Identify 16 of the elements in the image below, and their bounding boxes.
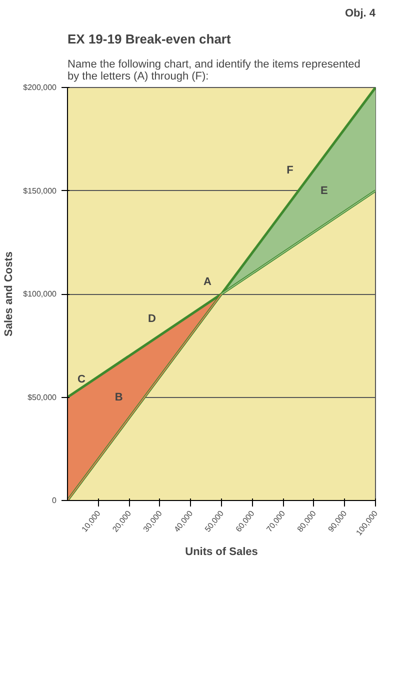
y-tick-label: 0 [52, 496, 58, 505]
annotation: D [148, 313, 156, 326]
y-axis-title: Sales and Costs [3, 252, 16, 336]
y-tick-label: $100,000 [23, 290, 58, 298]
series-label: B [114, 391, 123, 404]
series-label: E [320, 184, 328, 197]
y-tick-label: $200,000 [23, 83, 58, 92]
annotation: A [204, 276, 212, 288]
text: Obj. 4 [344, 8, 376, 20]
chart-title: EX 19-19 Break-even chart [68, 32, 232, 46]
y-tick-label: $50,000 [28, 392, 58, 402]
y-tick-label: $150,000 [23, 186, 58, 196]
chart-subtitle: Name the following chart, and identify the items represented by the letters (A) through (F): [68, 58, 360, 82]
annotation: F [286, 164, 294, 176]
annotation: C [78, 373, 86, 386]
x-axis-title: Units of Sales [185, 546, 258, 558]
